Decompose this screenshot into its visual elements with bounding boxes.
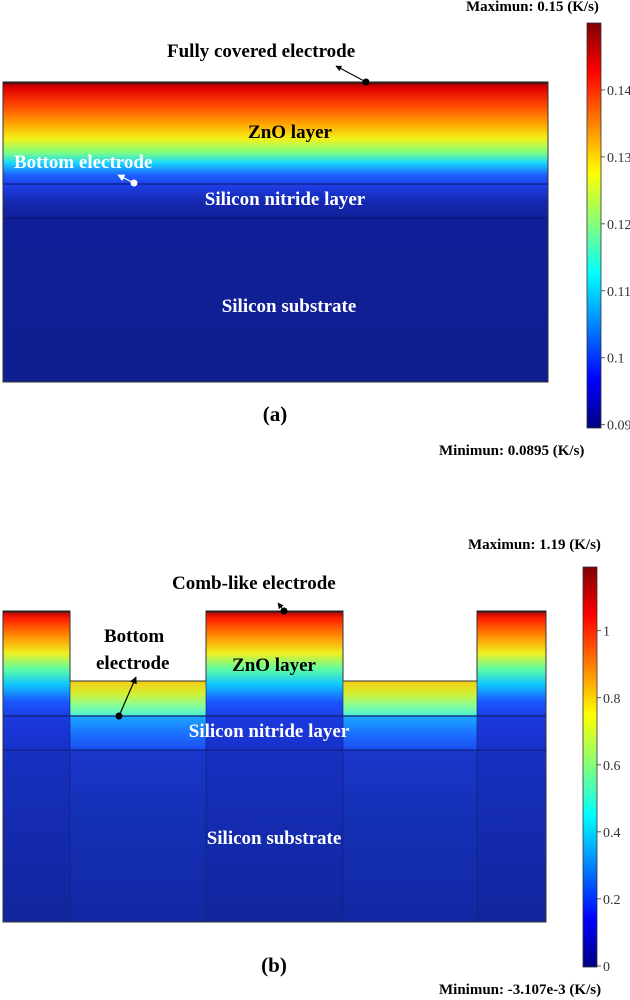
panel-b-device — [2, 602, 547, 923]
panel-b-comb-electrode-dot — [280, 607, 288, 615]
panel-b-bottom-electrode-label-line2: electrode — [96, 653, 170, 674]
panel-b-bottom-electrode-label-line1: Bottom — [104, 626, 165, 647]
panel-b-pillar-center-nitride — [206, 716, 343, 750]
panel-a-top-electrode-pointer — [335, 65, 367, 83]
panel-b-zno-label: ZnO layer — [232, 655, 316, 676]
panel-b-colorbar-bar — [582, 566, 598, 968]
panel-a-colorbar-tick-label: 0.12 — [607, 218, 630, 233]
panel-a-colorbar-bar — [586, 22, 602, 429]
panel-a-colorbar-tick-label: 0.13 — [607, 151, 630, 166]
panel-a-colorbar: 0.14 0.13 0.12 0.11 0.1 0.09 — [586, 22, 630, 434]
panel-a-colorbar-max-label: Maximun: 0.15 (K/s) — [466, 0, 599, 15]
panel-b-bottom-electrode-pointer — [118, 676, 137, 717]
panel-a-top-electrode-dot — [362, 78, 370, 86]
panel-b-pillar-right — [477, 611, 546, 716]
panel-a-colorbar-tick-label: 0.09 — [607, 419, 630, 434]
panel-b-colorbar-tick-label: 0.2 — [603, 893, 621, 908]
panel-a-colorbar-tick-label: 0.11 — [607, 285, 630, 300]
panel-b-pillar-left-substrate — [3, 750, 70, 922]
panel-a-colorbar-min-label: Minimun: 0.0895 (K/s) — [439, 443, 585, 459]
panel-b-pillar-center-substrate — [206, 750, 343, 922]
panel-b-bottom-electrode-dot — [115, 712, 123, 720]
panel-b-colorbar-min-label: Minimun: -3.107e-3 (K/s) — [439, 982, 602, 998]
panel-a-substrate-label: Silicon substrate — [221, 296, 357, 317]
panel-b-colorbar-tick-label: 0.8 — [603, 692, 621, 707]
panel-b-gap-zno-left — [70, 681, 206, 716]
panel-a-device — [2, 65, 549, 383]
panel-a-top-electrode-label: Fully covered electrode — [167, 41, 356, 62]
panel-b-colorbar-tick-label: 1 — [603, 625, 610, 640]
panel-b-colorbar-tick-label: 0.4 — [603, 826, 621, 841]
panel-b-nitride-label: Silicon nitride layer — [188, 721, 350, 742]
panel-b-pillar-right-substrate — [477, 750, 546, 922]
panel-b-pillar-left — [3, 611, 70, 716]
panel-b-pillar-center — [206, 611, 343, 716]
panel-a-nitride-label: Silicon nitride layer — [204, 189, 366, 210]
panel-a-layer-stack — [2, 81, 549, 383]
panel-b-gap-zno-right — [343, 681, 477, 716]
panel-b-pillar-right-nitride — [477, 716, 546, 750]
panel-b-colorbar-tick-label: 0.6 — [603, 759, 621, 774]
panel-b-colorbar-tick-label: 0 — [603, 960, 610, 975]
panel-b-colorbar: 1 0.8 0.6 0.4 0.2 0 — [582, 566, 621, 975]
panel-a-colorbar-tick-label: 0.1 — [607, 352, 625, 367]
panel-a-caption: (a) — [262, 402, 288, 426]
panel-a-zno-label: ZnO layer — [248, 122, 332, 143]
panel-b-pillar-left-nitride — [3, 716, 70, 750]
panel-a-colorbar-tick-label: 0.14 — [607, 84, 630, 99]
panel-b-colorbar-max-label: Maximun: 1.19 (K/s) — [468, 537, 601, 553]
panel-a-bottom-electrode-dot — [130, 179, 138, 187]
panel-b-caption: (b) — [261, 953, 287, 977]
panel-b-substrate-label: Silicon substrate — [206, 828, 342, 849]
panel-a-bottom-electrode-label: Bottom electrode — [14, 152, 153, 173]
panel-b-comb-electrode-label: Comb-like electrode — [172, 573, 336, 594]
